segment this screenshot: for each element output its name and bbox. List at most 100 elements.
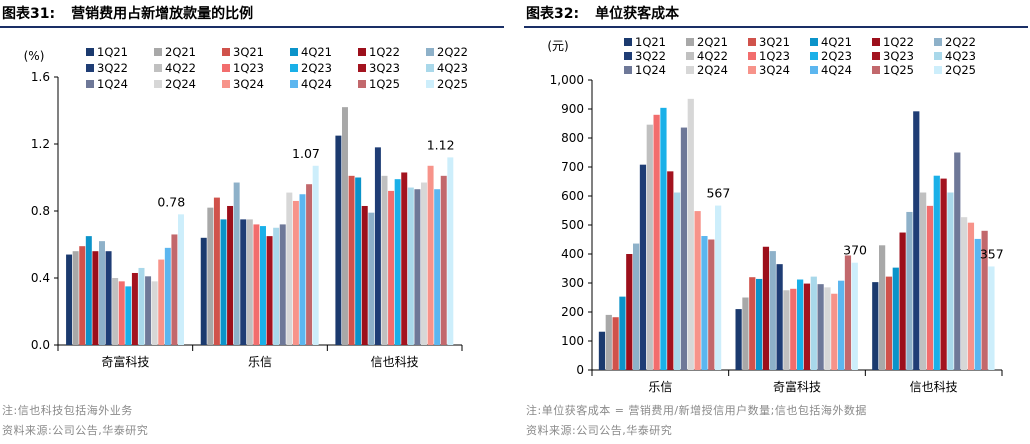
bar-1q25 bbox=[981, 230, 988, 370]
legend-swatch bbox=[810, 38, 818, 46]
legend-swatch bbox=[154, 48, 162, 56]
legend-swatch bbox=[86, 64, 94, 72]
x-tick-label: 奇富科技 bbox=[773, 379, 821, 394]
legend-swatch bbox=[290, 80, 298, 88]
title-divider bbox=[0, 26, 504, 28]
bar-1q21 bbox=[335, 135, 342, 346]
legend-label: 4Q23 bbox=[945, 49, 976, 63]
bar-4q23 bbox=[947, 192, 954, 370]
bar-1q22 bbox=[361, 205, 368, 345]
legend-label: 2Q21 bbox=[697, 35, 728, 49]
legend-swatch bbox=[222, 80, 230, 88]
legend-swatch bbox=[934, 66, 942, 74]
legend-swatch bbox=[686, 66, 694, 74]
legend-swatch bbox=[86, 80, 94, 88]
y-tick-label: 0.8 bbox=[31, 204, 50, 218]
bar-1q22 bbox=[227, 205, 234, 345]
x-tick-label: 乐信 bbox=[648, 380, 672, 394]
y-tick-label: 200 bbox=[561, 305, 584, 319]
y-tick-label: 500 bbox=[561, 218, 584, 232]
y-tick-label: 100 bbox=[561, 334, 584, 348]
legend-label: 3Q24 bbox=[759, 63, 790, 77]
bar-4q22 bbox=[246, 219, 253, 346]
legend-swatch bbox=[810, 66, 818, 74]
legend-label: 2Q25 bbox=[437, 77, 468, 91]
data-label: 567 bbox=[706, 186, 730, 201]
bar-1q22 bbox=[92, 251, 99, 345]
bar-2q24 bbox=[824, 287, 831, 370]
bar-3q21 bbox=[612, 317, 619, 370]
bar-3q24 bbox=[694, 211, 701, 370]
bar-2q22 bbox=[368, 212, 375, 345]
bar-2q21 bbox=[207, 207, 214, 345]
bar-4q23 bbox=[407, 187, 414, 345]
bar-2q24 bbox=[286, 192, 293, 345]
bar-3q24 bbox=[158, 259, 165, 345]
legend-swatch bbox=[872, 38, 880, 46]
bar-1q22 bbox=[626, 254, 633, 370]
bar-3q21 bbox=[749, 277, 756, 370]
legend-label: 2Q22 bbox=[437, 45, 468, 59]
bar-4q24 bbox=[434, 189, 441, 345]
legend-label: 1Q21 bbox=[635, 35, 666, 49]
bar-1q24 bbox=[145, 276, 152, 345]
legend-swatch bbox=[426, 48, 434, 56]
legend-label: 3Q22 bbox=[97, 61, 128, 75]
legend-label: 4Q22 bbox=[697, 49, 728, 63]
bar-2q25 bbox=[851, 262, 858, 370]
bar-1q25 bbox=[440, 175, 447, 345]
bar-4q23 bbox=[273, 227, 280, 345]
x-tick-label: 乐信 bbox=[248, 355, 272, 369]
data-label: 370 bbox=[843, 243, 867, 258]
chart-title: 图表32: 单位获客成本 bbox=[526, 3, 679, 23]
bar-4q24 bbox=[838, 280, 845, 370]
chart-source: 资料来源:公司公告,华泰研究 bbox=[526, 424, 673, 437]
legend-swatch bbox=[426, 80, 434, 88]
chart-number: 图表31: bbox=[2, 6, 56, 22]
y-unit-label: (元) bbox=[547, 39, 568, 53]
y-tick-label: 300 bbox=[561, 276, 584, 290]
x-tick-label: 奇富科技 bbox=[101, 354, 149, 369]
legend-swatch bbox=[624, 38, 632, 46]
x-tick-label: 信也科技 bbox=[910, 380, 958, 394]
bar-4q22 bbox=[920, 192, 927, 370]
y-tick-label: 800 bbox=[561, 131, 584, 145]
bar-2q22 bbox=[233, 182, 240, 345]
left-chart-panel: 图表31: 营销费用占新增放款量的比例 0.0 0.4 0.8 1.2 1.6 (%) 奇富科… bbox=[0, 0, 506, 444]
legend-label: 3Q21 bbox=[759, 35, 790, 49]
legend-swatch bbox=[810, 52, 818, 60]
legend-swatch bbox=[358, 64, 366, 72]
bar-2q22 bbox=[633, 243, 640, 370]
legend-swatch bbox=[358, 48, 366, 56]
legend-swatch bbox=[934, 38, 942, 46]
legend-label: 3Q21 bbox=[233, 45, 264, 59]
bar-2q24 bbox=[151, 281, 158, 345]
bar-3q24 bbox=[427, 165, 434, 345]
bar-2q23 bbox=[394, 179, 401, 345]
bar-1q21 bbox=[200, 237, 207, 345]
chart-title-text: 营销费用占新增放款量的比例 bbox=[71, 6, 254, 22]
data-label: 357 bbox=[980, 246, 1004, 261]
bar-3q21 bbox=[213, 197, 220, 345]
bar-4q23 bbox=[138, 267, 145, 345]
y-tick-label: 0.4 bbox=[31, 271, 50, 285]
bar-1q25 bbox=[171, 234, 178, 345]
y-tick-label: 1,000 bbox=[550, 73, 584, 87]
legend-label: 4Q23 bbox=[437, 61, 468, 75]
bar-2q22 bbox=[906, 211, 913, 370]
legend-label: 1Q23 bbox=[759, 49, 790, 63]
bar-3q23 bbox=[266, 236, 273, 346]
legend-label: 1Q22 bbox=[369, 45, 400, 59]
bar-1q23 bbox=[653, 114, 660, 370]
bar-2q21 bbox=[879, 245, 886, 370]
chart-note: 注:信也科技包括海外业务 bbox=[2, 404, 133, 417]
y-tick-label: 1.2 bbox=[31, 137, 50, 151]
bar-4q22 bbox=[783, 290, 790, 370]
left-bar-chart: 0.0 0.4 0.8 1.2 1.6 (%) 奇富科技 乐信 信也科技 0.78 1.07 1.12… bbox=[24, 45, 468, 369]
legend-label: 2Q22 bbox=[945, 35, 976, 49]
legend-label: 3Q24 bbox=[233, 77, 264, 91]
bar-1q22 bbox=[899, 232, 906, 370]
bar-4q24 bbox=[701, 236, 708, 370]
y-tick-label: 400 bbox=[561, 247, 584, 261]
bar-3q23 bbox=[940, 178, 947, 370]
